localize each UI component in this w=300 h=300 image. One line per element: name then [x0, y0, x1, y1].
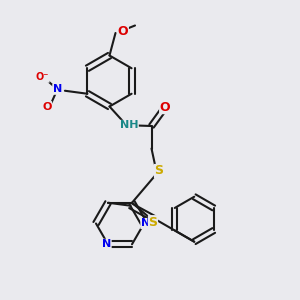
Text: O⁻: O⁻: [36, 72, 49, 82]
Text: NH: NH: [120, 120, 138, 130]
Text: S: S: [148, 216, 158, 229]
Text: N: N: [102, 239, 111, 249]
Text: O: O: [118, 25, 128, 38]
Text: O: O: [160, 100, 170, 114]
Text: N: N: [141, 218, 150, 229]
Text: N: N: [53, 84, 62, 94]
Text: O: O: [42, 102, 52, 112]
Text: S: S: [154, 164, 164, 178]
